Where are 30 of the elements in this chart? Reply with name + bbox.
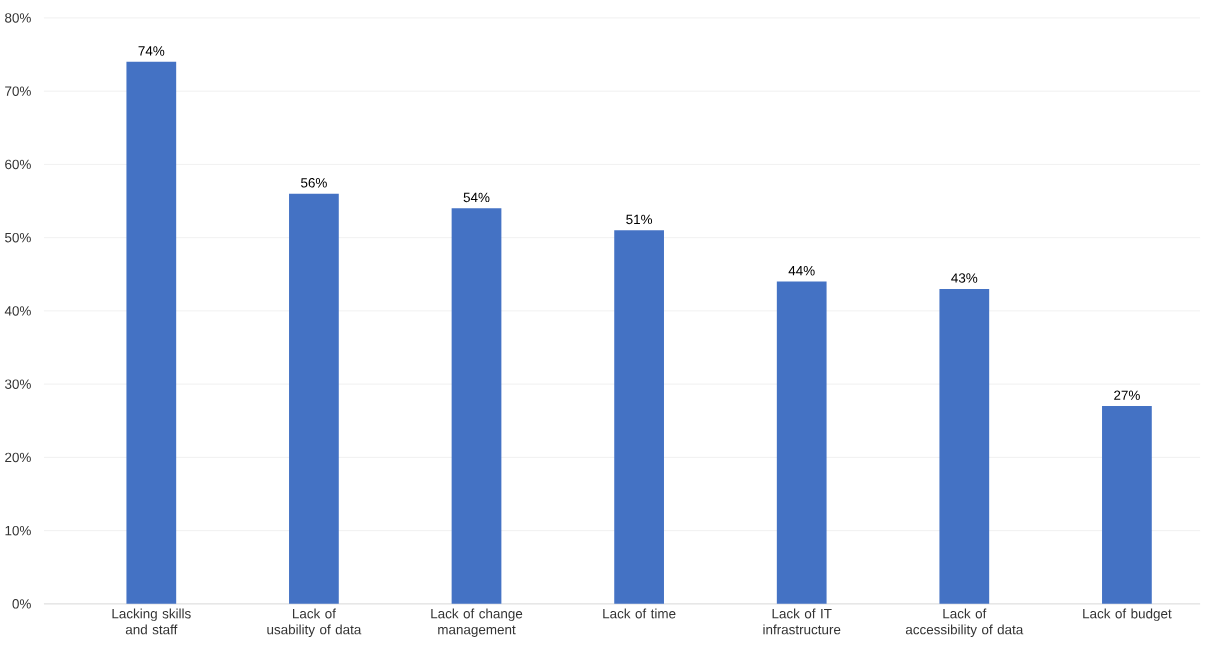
data-label: 51% bbox=[626, 214, 653, 225]
x-tick-label: Lack of budget bbox=[1083, 608, 1172, 622]
data-label: 56% bbox=[301, 178, 327, 188]
y-tick-label: 30% bbox=[5, 379, 31, 390]
data-label: 27% bbox=[1114, 390, 1140, 401]
y-tick-label: 70% bbox=[5, 86, 31, 97]
x-tick-label: Lack of IT infrastructure bbox=[763, 608, 841, 635]
bar bbox=[126, 62, 177, 605]
x-tick-label: Lack of time bbox=[603, 608, 676, 619]
y-tick-label: 50% bbox=[5, 233, 31, 243]
bar bbox=[776, 281, 827, 605]
bar bbox=[614, 230, 664, 605]
data-label: 74% bbox=[138, 46, 165, 56]
y-tick-label: 60% bbox=[5, 159, 31, 170]
bar bbox=[939, 289, 990, 605]
data-label: 54% bbox=[463, 192, 490, 203]
y-tick-label: 10% bbox=[5, 526, 31, 536]
y-tick-label: 40% bbox=[4, 306, 31, 316]
data-label: 43% bbox=[951, 273, 978, 283]
x-tick-label: Lack of accessibility of data bbox=[905, 608, 1024, 638]
y-tick-label: 20% bbox=[5, 452, 31, 463]
bar bbox=[451, 208, 502, 605]
y-tick-label: 0% bbox=[12, 599, 31, 609]
bar bbox=[1102, 406, 1152, 605]
bar bbox=[289, 193, 339, 605]
x-tick-label: Lack of usability of data bbox=[267, 608, 362, 638]
y-tick-label: 80% bbox=[5, 13, 31, 23]
x-tick-label: Lacking skills and staff bbox=[112, 608, 191, 635]
data-label: 44% bbox=[788, 266, 815, 276]
x-tick-label: Lack of change management bbox=[431, 608, 523, 638]
